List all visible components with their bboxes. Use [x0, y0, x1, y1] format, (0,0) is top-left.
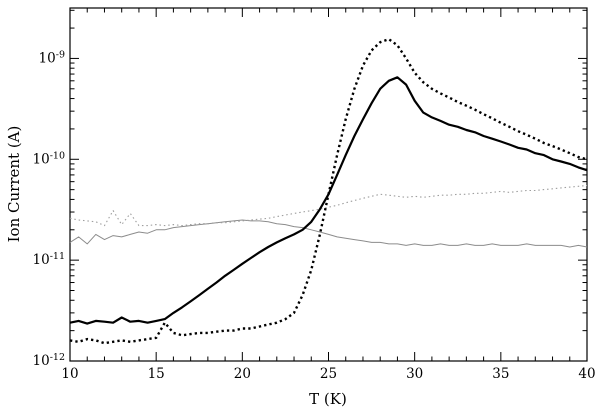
x-tick-label: 35 — [492, 366, 509, 382]
x-tick-label: 10 — [61, 366, 78, 382]
series-thick-dotted-black — [69, 38, 588, 345]
x-tick-label: 30 — [406, 366, 423, 382]
y-tick-label: 10-12 — [33, 352, 66, 369]
y-tick-label: 10-10 — [33, 150, 66, 167]
y-axis-label: Ion Current (A) — [5, 125, 23, 243]
y-tick-label: 10-11 — [33, 251, 66, 268]
series-thin-dotted-gray — [69, 184, 588, 227]
axes-box — [69, 7, 588, 362]
x-tick-label: 40 — [578, 366, 595, 382]
x-tick-label: 25 — [320, 366, 337, 382]
series-thin-solid-gray — [69, 219, 588, 248]
series-thick-solid-black — [69, 76, 588, 325]
x-tick-label: 15 — [148, 366, 165, 382]
y-tick-label: 10-9 — [39, 49, 65, 66]
x-tick-label: 20 — [234, 366, 251, 382]
x-axis-label: T (K) — [309, 390, 347, 408]
